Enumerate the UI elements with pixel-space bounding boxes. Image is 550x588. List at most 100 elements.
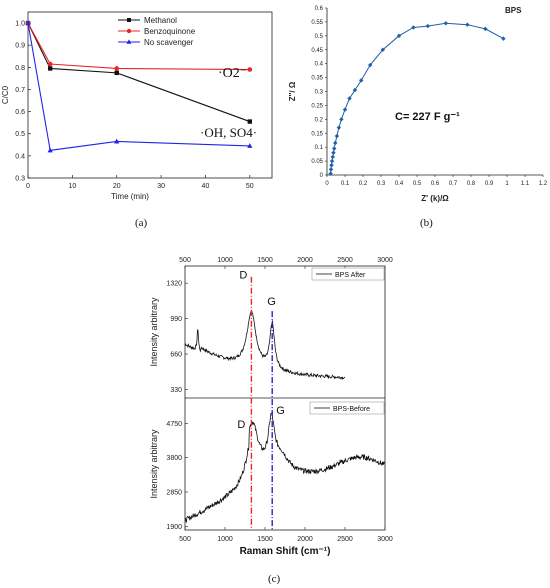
y-tick-label: 0.5 <box>15 131 25 138</box>
legend-marker <box>126 39 132 44</box>
caption-b: (b) <box>420 217 433 229</box>
y-tick-label: 0.4 <box>315 62 324 68</box>
data-point <box>329 163 334 168</box>
y-tick-label: 1900 <box>166 524 182 531</box>
series-line-no-scavenger <box>27 22 250 151</box>
data-point <box>339 117 344 122</box>
data-point <box>333 140 338 146</box>
data-point <box>331 150 336 155</box>
x-tick-label: 1.1 <box>521 181 530 187</box>
x-tick-label: 0.6 <box>431 181 440 187</box>
y-tick-label: 3800 <box>166 455 182 462</box>
panel-b: 0 0.1 0.2 0.3 0.4 0.5 0.6 0.7 0.8 0.9 1 1.1 1.2 0 0.05… <box>285 0 550 235</box>
y-tick-label: 0.9 <box>15 43 25 50</box>
data-point <box>47 61 53 67</box>
data-point <box>336 125 342 130</box>
y-tick-label: 0.05 <box>311 159 323 165</box>
x-tick-label: 50 <box>246 183 254 190</box>
data-point <box>329 158 335 164</box>
y-axis-label-top: Intensity arbitrary <box>149 297 159 367</box>
nyquist-line <box>330 22 504 174</box>
legend-label-bottom: BPS-Before <box>333 406 370 413</box>
peak-label-g-bottom: G <box>276 405 285 417</box>
y-tick-label: 0.45 <box>311 48 323 54</box>
peak-label-d-bottom: D <box>237 419 245 431</box>
data-point <box>359 78 364 83</box>
data-point <box>380 47 385 52</box>
series-line-benzoquinone <box>27 22 250 71</box>
x-tick-label: 0.8 <box>467 181 476 187</box>
x-tick-label: 0 <box>26 183 30 190</box>
x-tick-label: 0.1 <box>341 181 350 187</box>
data-point <box>411 25 416 30</box>
x-tick-label: 0.5 <box>413 181 422 187</box>
data-point <box>465 22 470 27</box>
capacitance-annotation: C= 227 F g⁻¹ <box>395 111 460 123</box>
data-point <box>483 26 488 32</box>
peak-label-g-top: G <box>267 296 276 308</box>
panel-c: 500 500 1000 1000 1500 1500 2000 2000 2500 2500 30… <box>135 248 400 568</box>
x-tick-label-top: 500 <box>179 257 191 264</box>
data-point <box>332 146 337 151</box>
data-point <box>114 138 120 144</box>
data-point <box>352 87 358 93</box>
legend-box-top <box>311 267 385 281</box>
panel-a: 0 10 20 30 40 50 0.3 0.4 0.5 0.6 0.7 0.8 0.9 1.0 Time … <box>0 0 280 235</box>
x-tick-label: 40 <box>202 183 210 190</box>
data-point <box>330 154 335 160</box>
y-tick-label: 1.0 <box>15 21 25 28</box>
legend-box-bottom <box>309 401 385 415</box>
x-tick-label: 1 <box>505 181 509 187</box>
y-tick-label: 0.1 <box>315 145 324 151</box>
x-tick-label: 0.2 <box>359 181 368 187</box>
spectrum-bps-before <box>184 411 385 524</box>
x-tick-label: 0 <box>325 181 329 187</box>
legend-label: No scavenger <box>144 38 194 47</box>
y-tick-label: 0.4 <box>15 153 25 160</box>
y-tick-label: 0.35 <box>311 76 323 82</box>
chart-title: BPS <box>505 6 522 15</box>
data-point <box>328 167 334 172</box>
y-axis-label: C/C0 <box>1 85 10 104</box>
x-tick-label: 1.2 <box>539 181 548 187</box>
legend-marker <box>126 28 132 34</box>
y-tick-label: 1320 <box>166 281 182 288</box>
x-axis-label: Z' (k)/Ω <box>421 194 449 203</box>
x-tick-label-bottom: 1000 <box>217 536 233 543</box>
y-tick-label: 0.15 <box>311 131 323 137</box>
x-tick-label-top: 3000 <box>377 257 393 264</box>
data-point <box>368 62 373 68</box>
chart-c: 500 500 1000 1000 1500 1500 2000 2000 2500 2500 30… <box>149 257 393 557</box>
y-tick-label: 2850 <box>166 490 182 497</box>
data-point <box>47 66 53 71</box>
x-tick-label-bottom: 1500 <box>257 536 273 543</box>
y-tick-label: 0.7 <box>15 87 25 94</box>
series-line-methanol <box>27 22 251 123</box>
chart-a: 0 10 20 30 40 50 0.3 0.4 0.5 0.6 0.7 0.8 0.9 1.0 Time … <box>1 11 273 201</box>
legend-label: Methanol <box>144 16 177 25</box>
y-tick-label: 0.6 <box>15 109 25 116</box>
x-tick-label-top: 2000 <box>297 257 313 264</box>
x-tick-label: 20 <box>113 183 121 190</box>
annotation-superoxide: ·O2⁻ <box>218 66 247 81</box>
caption-c: (c) <box>268 573 281 585</box>
x-axis-label: Time (min) <box>111 192 149 201</box>
data-point <box>443 21 448 26</box>
x-tick-label: 30 <box>157 183 165 190</box>
x-tick-label: 0.9 <box>485 181 494 187</box>
data-point <box>342 107 348 112</box>
x-tick-label-bottom: 3000 <box>377 536 393 543</box>
y-tick-label: 0.8 <box>15 65 25 72</box>
spectrum-bps-after <box>184 310 346 381</box>
y-tick-label: 0.55 <box>311 20 323 26</box>
x-tick-label-bottom: 500 <box>179 536 191 543</box>
x-tick-label-top: 1000 <box>217 257 233 264</box>
y-tick-label: 0.2 <box>315 117 324 123</box>
legend-label-top: BPS After <box>335 272 366 279</box>
caption-a: (a) <box>135 217 148 229</box>
y-tick-label: 660 <box>170 352 182 359</box>
chart-b: 0 0.1 0.2 0.3 0.4 0.5 0.6 0.7 0.8 0.9 1 1.1 1.2 0 0.05… <box>288 6 548 203</box>
data-point <box>47 147 53 153</box>
x-tick-label-bottom: 2500 <box>337 536 353 543</box>
data-point <box>328 171 333 176</box>
